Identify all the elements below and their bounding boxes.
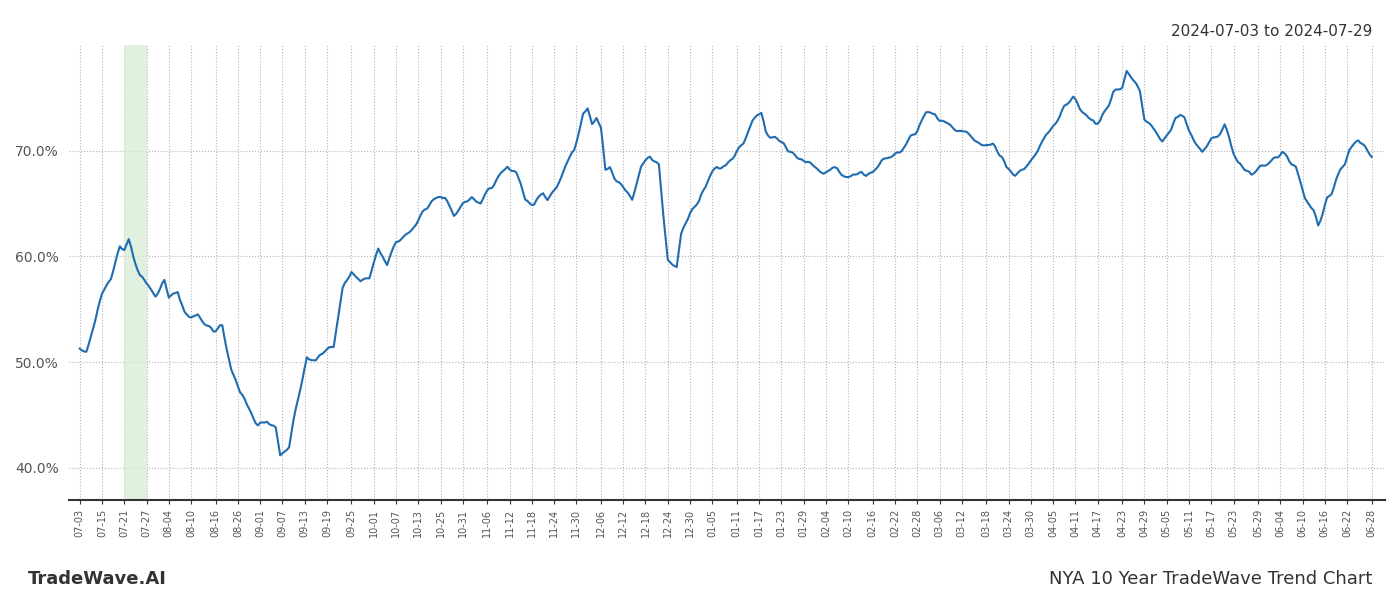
Text: 2024-07-03 to 2024-07-29: 2024-07-03 to 2024-07-29 [1170, 24, 1372, 39]
Text: NYA 10 Year TradeWave Trend Chart: NYA 10 Year TradeWave Trend Chart [1049, 570, 1372, 588]
Bar [125, 45, 147, 500]
Text: TradeWave.AI: TradeWave.AI [28, 570, 167, 588]
